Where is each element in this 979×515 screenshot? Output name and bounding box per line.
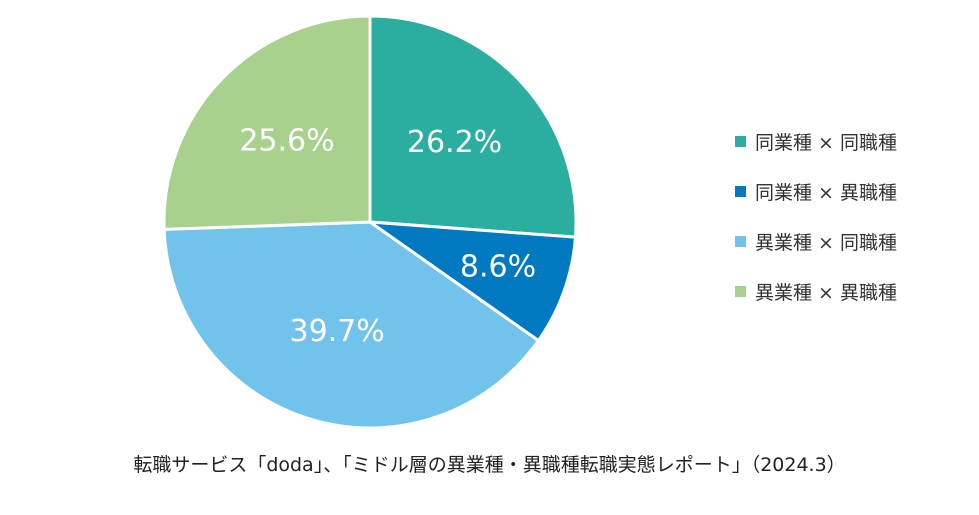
legend-swatch-light-blue — [735, 235, 746, 247]
legend-item-different-industry-different-job: 異業種 × 異職種 — [735, 278, 975, 304]
legend-item-same-industry-same-job: 同業種 × 同職種 — [735, 128, 975, 154]
pie-slice-same-industry-different-job — [368, 220, 577, 343]
legend-label: 同業種 × 同職種 — [755, 131, 897, 154]
pie-slice-different-industry-same-job — [162, 220, 540, 430]
legend-swatch-blue — [735, 185, 746, 197]
legend: 同業種 × 同職種 同業種 × 異職種 異業種 × 同職種 異業種 × 異職種 — [735, 128, 975, 328]
legend-label: 異業種 × 同職種 — [755, 231, 897, 254]
legend-label: 同業種 × 異職種 — [755, 181, 897, 204]
pie-slice-same-industry-same-job — [368, 14, 578, 239]
legend-swatch-teal — [735, 135, 746, 147]
legend-item-different-industry-same-job: 異業種 × 同職種 — [735, 228, 975, 254]
data-label-different-industry-same-job: 39.7% — [289, 314, 384, 349]
legend-item-same-industry-different-job: 同業種 × 異職種 — [735, 178, 975, 204]
data-label-same-industry-same-job: 26.2% — [407, 125, 502, 160]
legend-label: 異業種 × 異職種 — [755, 281, 897, 304]
source-caption: 転職サービス「doda」、「ミドル層の異業種・異職種転職実態レポート」（2024… — [133, 454, 846, 476]
data-label-different-industry-different-job: 25.6% — [239, 123, 334, 158]
data-label-same-industry-different-job: 8.6% — [460, 249, 536, 284]
legend-swatch-light-green — [735, 285, 746, 297]
pie-slice-different-industry-different-job — [162, 14, 372, 231]
